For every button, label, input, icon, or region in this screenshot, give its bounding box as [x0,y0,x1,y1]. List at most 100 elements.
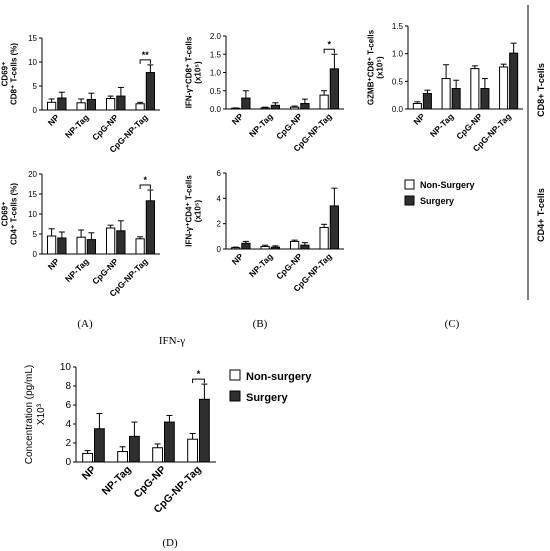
panel-label-d: (D) [162,537,178,549]
bar-non-surgery [82,452,93,463]
bar-non-surgery [230,247,241,250]
bar-non-surgery [319,94,329,110]
y-tick-label: 0.0 [210,105,222,114]
legend-swatch-non-surgery [404,179,415,190]
bar-non-surgery [117,451,128,463]
bar-non-surgery [260,245,270,250]
bar-surgery [329,205,340,250]
y-tick-label: 1.5 [210,50,222,59]
bar-surgery [94,428,105,463]
panel-label-b: (B) [253,318,268,330]
y-tick-label: 2.0 [210,32,222,41]
bar-non-surgery [441,78,451,110]
bar-non-surgery [187,438,198,463]
bar-surgery [199,398,210,463]
bar-surgery [86,239,97,255]
legend-d-swatch-non-surgery [229,369,241,381]
bar-surgery [300,244,310,250]
bar-surgery [116,95,126,111]
chart-ifng_conc: 0 2 4 6 8 10 Concentration (pg/mL) X10³ NP NP-Tag… [24,362,216,516]
y-tick-label: 1.0 [210,69,222,78]
legend-d-label-surgery: Surgery [246,392,288,404]
significance-bracket [323,48,335,54]
y-tick-label: 1.0 [392,50,404,59]
y-tick-label: 0 [33,106,38,115]
y-tick-label: 0.0 [392,105,404,114]
y-axis-label: IFN-γ⁺CD4⁺ T-cells [185,175,194,247]
y-axis-label: CD69⁺ [1,202,10,227]
legend-swatch-surgery [404,195,415,206]
significance-label: * [197,369,201,379]
y-axis-label: (x10⁵) [194,61,203,84]
y-axis-label: (x10⁵) [194,199,203,222]
bar-surgery [145,200,156,255]
bar-surgery [145,72,156,111]
y-tick-label: 1.5 [392,22,404,31]
y-tick-label: 0.5 [392,77,404,86]
y-axis-label: X10³ [36,403,47,425]
legend-label-non-surgery: Non-Surgery [420,180,475,190]
y-tick-label: 2 [217,220,222,229]
y-tick-label: 10 [28,58,37,67]
bar-non-surgery [412,102,422,110]
y-tick-label: 4 [217,194,222,203]
legend-label-surgery: Surgery [420,196,454,206]
bar-non-surgery [105,227,116,255]
y-tick-label: 2 [65,438,71,449]
y-tick-label: 10 [28,210,37,219]
bar-surgery [241,242,251,250]
y-axis-label: (x10⁵) [376,56,385,79]
y-axis-label: IFN-γ⁺CD8⁺ T-cells [185,36,194,108]
bar-surgery [86,98,97,111]
bar-non-surgery [260,107,270,110]
significance-label: * [327,39,331,49]
y-axis-label: CD8⁺ T-cells (%) [10,43,19,105]
bar-non-surgery [289,106,300,110]
bar-non-surgery [46,101,57,111]
y-tick-label: 6 [65,400,71,411]
bar-non-surgery [499,66,509,110]
bar-surgery [509,52,519,110]
bar-surgery [57,237,67,255]
y-axis-label: GZMB⁺CD8⁺ T-cells [367,29,376,105]
y-tick-label: 5 [33,230,38,239]
bar-non-surgery [135,238,145,255]
y-axis-label: Concentration (pg/mL) [24,365,35,465]
significance-bracket [192,378,205,384]
x-tick-label: NP [80,464,99,483]
bar-surgery [129,435,140,463]
y-tick-label: 0.5 [210,87,222,96]
bar-surgery [241,97,251,110]
legend-d: Non-surgery Surgery [229,369,312,404]
bar-surgery [270,246,281,250]
bar-surgery [270,104,281,110]
significance-bracket [139,184,151,189]
y-tick-label: 15 [28,190,37,199]
bar-non-surgery [76,236,86,255]
chart-ifng_cd8: 0.0 0.5 1.0 1.5 2.0 IFN-γ⁺CD8⁺ T-cells (x10⁵) N… [185,32,344,154]
significance-label: * [143,175,147,185]
bar-surgery [116,230,126,255]
y-tick-label: 0 [65,457,71,468]
y-tick-label: 6 [217,169,222,178]
bar-non-surgery [319,226,329,250]
x-tick-label: NP-Tag [63,112,91,140]
x-tick-label: NP-Tag [247,251,275,279]
y-tick-label: 4 [65,419,71,430]
side-label-cd8: CD8+ T-cells [536,63,546,117]
bar-surgery [329,68,340,110]
y-tick-label: 0 [217,245,222,254]
x-tick-label: NP [411,111,427,127]
legend-d-swatch-surgery [229,390,241,402]
bar-surgery [422,93,432,110]
panel-label-c: (C) [445,318,460,330]
bar-non-surgery [135,103,145,111]
y-tick-label: 10 [60,362,72,373]
legend-d-label-non-surgery: Non-surgery [246,371,312,383]
x-tick-label: NP [230,111,246,127]
y-tick-label: 8 [65,381,71,392]
